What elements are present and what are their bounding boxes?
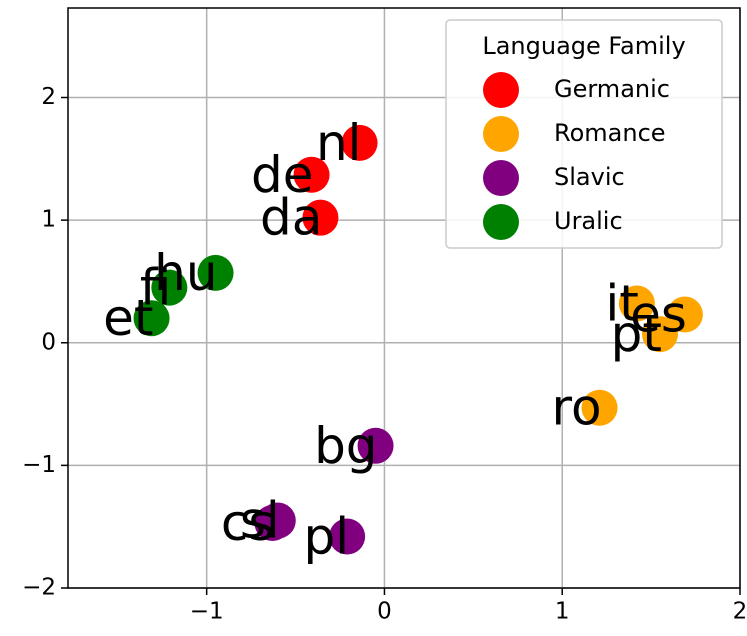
point bbox=[618, 285, 655, 322]
legend-label: Slavic bbox=[554, 163, 625, 191]
point-label: pt bbox=[611, 305, 662, 363]
legend-marker bbox=[483, 160, 519, 196]
point-label: pl bbox=[303, 507, 349, 565]
point bbox=[293, 156, 330, 193]
point bbox=[133, 300, 170, 337]
legend-box bbox=[445, 19, 723, 249]
point-label: fi bbox=[140, 259, 172, 317]
point-label: it bbox=[605, 275, 639, 333]
point-label: nl bbox=[316, 114, 362, 172]
point-label: cs bbox=[221, 494, 275, 552]
point bbox=[341, 124, 378, 161]
point bbox=[357, 427, 394, 464]
point bbox=[666, 296, 703, 333]
legend-label: Uralic bbox=[554, 207, 623, 235]
y-tick-label: −1 bbox=[22, 452, 56, 478]
legend-marker bbox=[483, 204, 519, 240]
point-label: da bbox=[260, 189, 322, 247]
x-tick-label: 2 bbox=[733, 599, 747, 625]
point bbox=[329, 518, 366, 555]
x-tick-label: 0 bbox=[377, 599, 392, 625]
point-label: et bbox=[103, 289, 153, 347]
legend-label: Romance bbox=[554, 119, 666, 147]
legend-marker bbox=[483, 72, 519, 108]
point bbox=[581, 389, 618, 426]
point bbox=[151, 269, 188, 306]
legend-label: Germanic bbox=[554, 75, 670, 103]
point-label: bg bbox=[314, 417, 377, 475]
y-tick-label: 2 bbox=[41, 84, 56, 110]
legend-marker bbox=[483, 116, 519, 152]
legend-title: Language Family bbox=[482, 32, 685, 60]
plot-frame bbox=[67, 7, 741, 589]
point bbox=[259, 502, 296, 539]
point bbox=[302, 199, 339, 236]
point-label: de bbox=[251, 146, 314, 204]
y-tick-label: −2 bbox=[22, 575, 56, 601]
y-tick-label: 1 bbox=[41, 207, 56, 233]
y-tick-label: 0 bbox=[41, 329, 56, 355]
x-tick-label: −1 bbox=[190, 599, 224, 625]
point-label: es bbox=[630, 286, 687, 344]
x-tick-label: 1 bbox=[555, 599, 570, 625]
point bbox=[642, 316, 678, 353]
point bbox=[197, 254, 234, 291]
point-label: hu bbox=[154, 244, 217, 302]
point-label: ro bbox=[551, 379, 601, 437]
point-label: sl bbox=[240, 492, 280, 550]
